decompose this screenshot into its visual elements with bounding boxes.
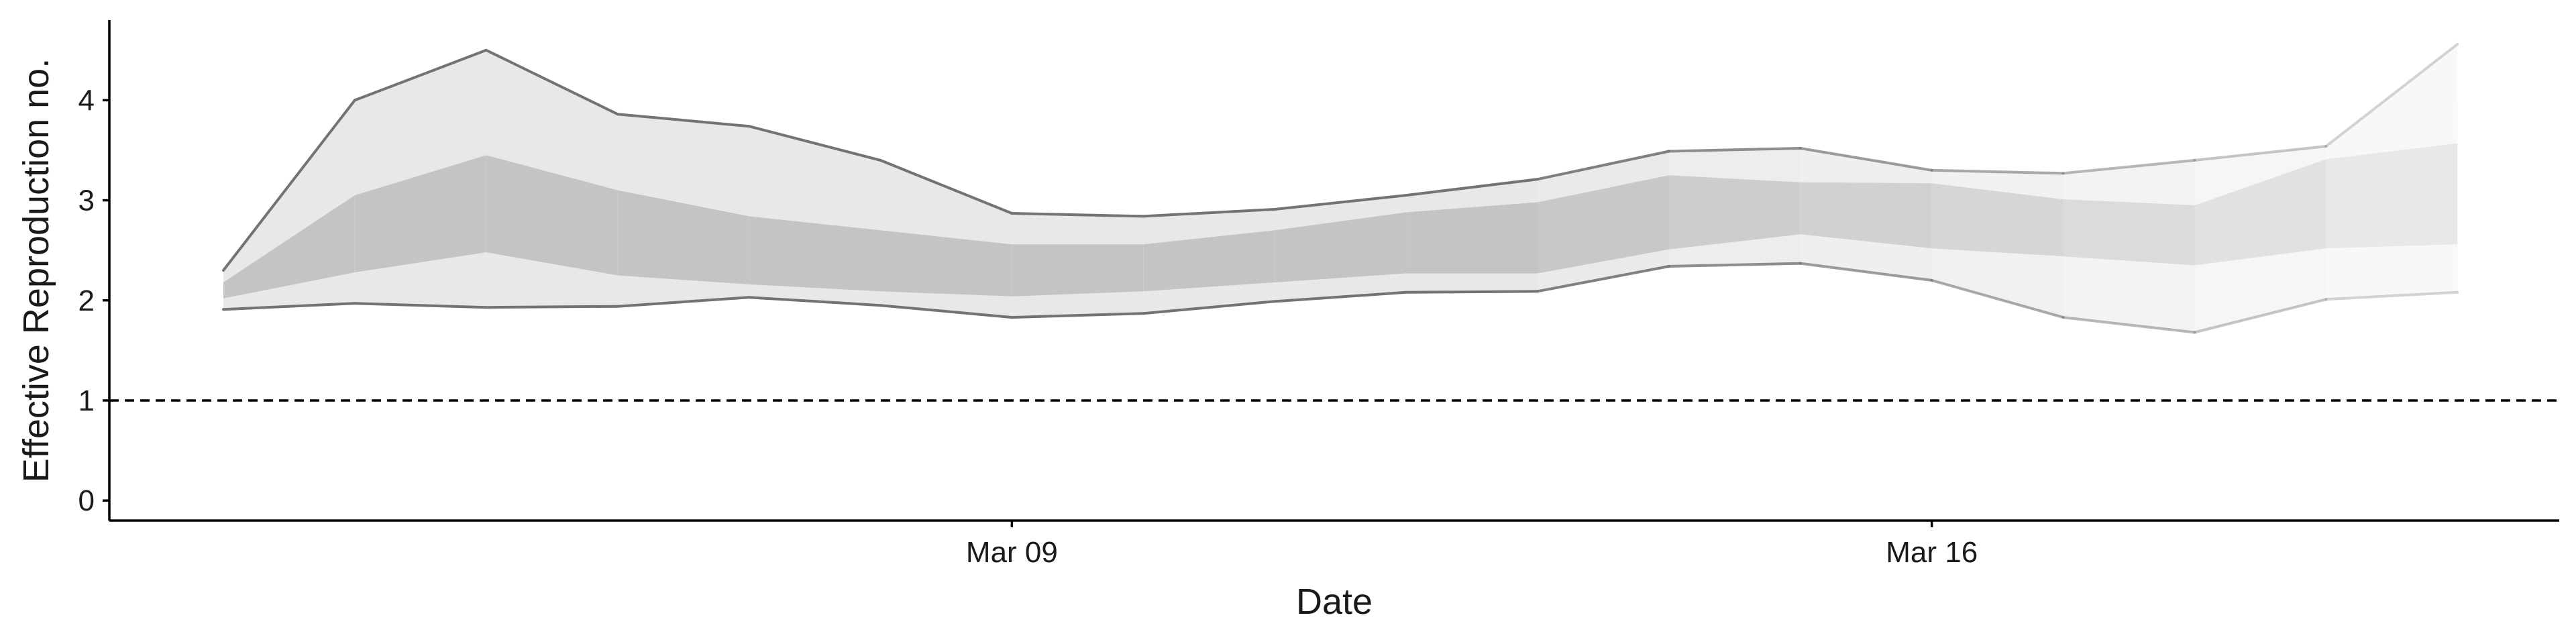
y-axis-ticks: 0 1 2 3 4	[78, 84, 109, 517]
upper-bound-segment	[2193, 145, 2328, 162]
lower-bound-segment	[222, 302, 356, 311]
x-tick-label: Mar 16	[1886, 536, 1978, 569]
inner-band-segment	[1538, 175, 1669, 274]
inner-band-segment	[486, 155, 618, 276]
upper-bound-segment	[222, 99, 356, 272]
credible-interval-bounds	[222, 42, 2459, 334]
lower-bound-segment	[1536, 265, 1670, 293]
upper-bound-segment	[1142, 208, 1277, 218]
x-tick-label: Mar 09	[966, 536, 1058, 569]
x-axis-ticks: Mar 09 Mar 16	[966, 521, 1978, 569]
lower-bound-segment	[2193, 298, 2328, 334]
upper-bound-segment	[2324, 42, 2459, 148]
upper-bound-segment	[1273, 194, 1408, 211]
lower-bound-segment	[879, 304, 1014, 319]
upper-bound-segment	[2061, 158, 2196, 175]
y-axis-title: Effective Reproduction no.	[16, 58, 56, 482]
upper-bound-segment	[1010, 212, 1145, 218]
y-tick-label: 0	[78, 484, 95, 517]
outer-band-segment	[2326, 44, 2458, 300]
lower-bound-segment	[1799, 262, 1933, 282]
lower-bound-segment	[1010, 312, 1145, 319]
y-tick-label: 3	[78, 184, 95, 217]
lower-bound-segment	[1273, 290, 1408, 303]
lower-bound-segment	[1930, 278, 2065, 319]
lower-bound-segment	[484, 305, 619, 309]
upper-bound-segment	[1930, 168, 2065, 175]
lower-bound-segment	[1142, 300, 1277, 315]
inner-band-segment	[1012, 244, 1144, 297]
lower-bound-segment	[747, 296, 882, 307]
upper-bound-segment	[1405, 178, 1539, 197]
inner-band-segment	[2194, 159, 2326, 266]
inner-band-segment	[1406, 202, 1538, 274]
x-axis-title: Date	[1296, 582, 1373, 622]
y-tick-label: 4	[78, 84, 95, 117]
credible-interval-bands	[223, 44, 2458, 333]
inner-band-segment	[223, 195, 355, 299]
y-tick-label: 1	[78, 384, 95, 417]
lower-bound-segment	[2324, 290, 2459, 301]
inner-band-segment	[2326, 143, 2458, 249]
upper-bound-segment	[1799, 147, 1933, 172]
upper-bound-segment	[747, 125, 882, 162]
inner-band-segment	[617, 190, 749, 284]
inner-band-segment	[1800, 182, 1932, 249]
inner-band-segment	[749, 216, 881, 292]
lower-bound-segment	[353, 302, 488, 309]
y-tick-label: 2	[78, 284, 95, 317]
inner-band-segment	[880, 230, 1012, 297]
upper-bound-segment	[879, 158, 1014, 215]
upper-bound-segment	[484, 48, 619, 116]
inner-band-segment	[2063, 199, 2195, 266]
inner-band-segment	[1668, 175, 1801, 250]
lower-bound-segment	[616, 296, 751, 308]
upper-bound-segment	[616, 113, 751, 128]
outer-band-segment	[2194, 146, 2326, 333]
upper-bound-segment	[353, 48, 488, 102]
inner-band-segment	[1931, 183, 2063, 257]
lower-bound-segment	[1405, 290, 1539, 294]
inner-band-segment	[354, 155, 486, 272]
lower-bound-segment	[1667, 262, 1802, 268]
upper-bound-segment	[1536, 150, 1670, 181]
upper-bound-segment	[1667, 147, 1802, 153]
inner-band-segment	[1143, 230, 1275, 292]
inner-band-segment	[1275, 212, 1407, 282]
lower-bound-segment	[2061, 316, 2196, 334]
